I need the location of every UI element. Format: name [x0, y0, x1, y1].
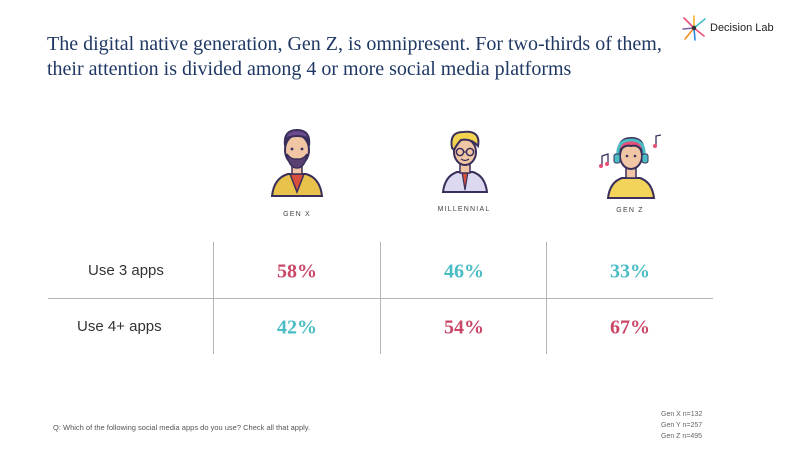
value-gen-z-3-apps: 33%	[610, 260, 650, 283]
table-row-divider	[48, 298, 713, 299]
sample-size-gen-y: Gen Y n=257	[661, 422, 703, 429]
column-header-millennial: MILLENNIAL	[437, 206, 491, 213]
brand-name: Decision Lab	[710, 22, 774, 34]
music-note-icon	[599, 134, 662, 168]
value-gen-x-3-apps: 58%	[277, 260, 317, 283]
gen-z-avatar-icon	[599, 134, 662, 199]
sample-size-gen-z: Gen Z n=495	[661, 433, 703, 440]
column-header-gen-z: GEN Z	[616, 207, 644, 214]
decision-lab-logo: Decision Lab	[680, 14, 790, 42]
gen-x-avatar-icon	[270, 128, 324, 197]
value-gen-z-4-plus-apps: 67%	[610, 316, 650, 339]
column-header-gen-x: GEN X	[283, 211, 311, 218]
value-millennial-3-apps: 46%	[444, 260, 484, 283]
millennial-avatar-icon	[441, 130, 489, 193]
row-label-use-3-apps: Use 3 apps	[88, 262, 164, 279]
sample-size-gen-x: Gen X n=132	[661, 411, 703, 418]
value-millennial-4-plus-apps: 54%	[444, 316, 484, 339]
page-title: The digital native generation, Gen Z, is…	[47, 33, 662, 80]
value-gen-x-4-plus-apps: 42%	[277, 316, 317, 339]
survey-question-note: Q: Which of the following social media a…	[53, 423, 311, 432]
row-label-use-4-plus-apps: Use 4+ apps	[77, 318, 162, 335]
decision-lab-logo-icon	[682, 15, 706, 41]
